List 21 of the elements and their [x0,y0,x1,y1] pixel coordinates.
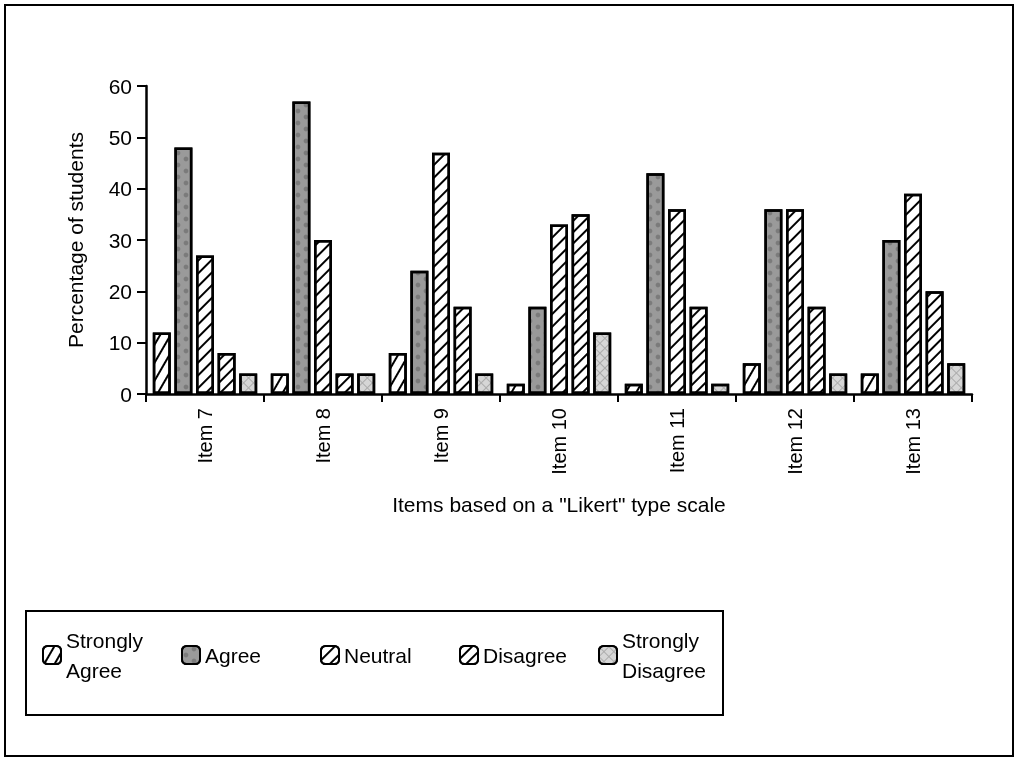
x-tick-label: Item 8 [312,408,334,464]
legend-label: Neutral [344,643,412,667]
x-tick-label: Item 11 [666,408,688,474]
legend-label: Strongly Disagree [622,628,707,682]
y-tick-label: 60 [108,74,132,98]
y-tick-label: 30 [108,228,132,252]
y-tick-label: 20 [108,279,132,303]
legend-label: Disagree [483,643,568,667]
x-axis-title: Items based on a "Likert" type scale [392,493,726,516]
x-tick-label: Item 10 [548,408,570,475]
x-tick-label: Item 12 [784,408,806,475]
y-tick-label: 0 [120,382,132,406]
y-tick-label: 50 [108,125,132,149]
y-tick-label: 10 [108,331,132,355]
x-tick-label: Item 9 [430,408,452,464]
y-axis-title: Percentage of students [64,132,87,348]
legend-label: Agree [205,643,262,667]
x-tick-label: Item 7 [194,408,216,464]
y-tick-label: 40 [108,177,132,201]
legend-label: Strongly Agree [66,628,149,682]
x-tick-label: Item 13 [902,408,924,475]
